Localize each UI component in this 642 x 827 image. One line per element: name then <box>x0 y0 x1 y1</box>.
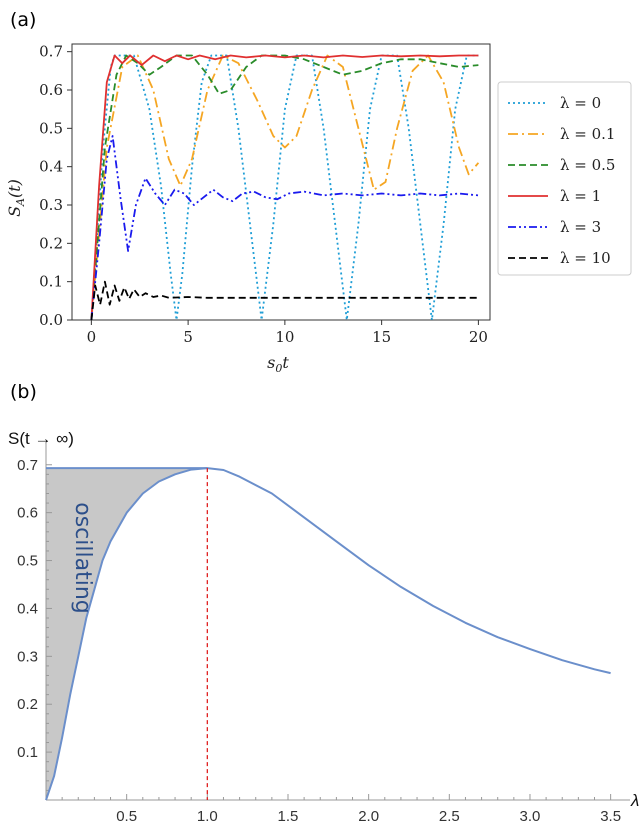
x-tick-label: 1.0 <box>197 808 218 825</box>
legend-entry: λ = 1 <box>560 187 601 205</box>
panel-b-plot: 0.5 1.0 1.5 2.0 2.5 3.0 3.5 0.1 0.2 0.3 0.4 0.5 0.6 0… <box>17 442 630 825</box>
x-tick-label: 0 <box>87 328 97 346</box>
panel-a-y-axis-label: SA(t) <box>5 179 27 217</box>
panel-b-curve <box>45 467 611 801</box>
legend-entry: λ = 0.1 <box>560 125 615 143</box>
y-tick-label: 0.7 <box>39 43 63 61</box>
y-tick-label: 0.4 <box>39 158 63 176</box>
y-tick-label: 0.6 <box>39 81 63 99</box>
y-tick-label: 0.3 <box>39 196 63 214</box>
x-tick-label: 5 <box>183 328 193 346</box>
panel-a-legend: λ = 0 λ = 0.1 λ = 0.5 λ = 1 λ = 3 λ = 10 <box>497 81 632 276</box>
y-tick-label: 0.0 <box>39 311 63 329</box>
y-tick-label: 0.1 <box>39 273 63 291</box>
y-tick-label: 0.7 <box>17 457 38 474</box>
y-tick-label: 0.5 <box>39 119 63 137</box>
legend-entry: λ = 3 <box>560 218 601 236</box>
panel-a-ticks: 0 5 10 15 20 0.0 0.1 0.2 0.3 0.4 0.5 0.6 0.7 <box>39 43 488 346</box>
y-tick-label: 0.2 <box>17 696 38 713</box>
series-line-2 <box>90 54 479 321</box>
x-tick-label: 2.0 <box>358 808 379 825</box>
panel-a-label: (a) <box>10 9 36 31</box>
series-line-5 <box>90 280 479 321</box>
panel-b-label: (b) <box>10 381 37 403</box>
series-line-0 <box>90 54 479 321</box>
x-tick-label: 3.0 <box>520 808 541 825</box>
legend-entry: λ = 10 <box>560 249 611 267</box>
panel-a-frame <box>71 43 491 321</box>
x-tick-label: 3.5 <box>600 808 621 825</box>
panel-b-ticks: 0.5 1.0 1.5 2.0 2.5 3.0 3.5 0.1 0.2 0.3 0.4 0.5 0.6 0… <box>17 457 621 825</box>
legend-entry: λ = 0.5 <box>560 156 615 174</box>
oscillating-fill <box>46 468 208 800</box>
y-tick-label: 0.3 <box>17 648 38 665</box>
y-tick-label: 0.2 <box>39 234 63 252</box>
panel-b-y-axis-label: S(t → ∞) <box>8 429 74 448</box>
panel-a-x-axis-label: s0t <box>267 353 289 375</box>
panel-b-x-axis-label: λ <box>630 791 639 810</box>
entropy-curve <box>45 467 611 801</box>
x-tick-label: 20 <box>469 328 488 346</box>
series-line-4 <box>90 135 479 321</box>
y-tick-label: 0.4 <box>17 600 38 617</box>
x-tick-label: 10 <box>275 328 294 346</box>
oscillating-region <box>46 468 208 800</box>
legend-entry: λ = 0 <box>560 94 601 112</box>
series-line-1 <box>90 54 480 321</box>
panel-a-series <box>90 54 480 321</box>
y-tick-label: 0.5 <box>17 553 38 570</box>
panel-a-plot: 0 5 10 15 20 0.0 0.1 0.2 0.3 0.4 0.5 0.6 0.7 <box>39 43 491 346</box>
x-tick-label: 0.5 <box>116 808 137 825</box>
series-line-3 <box>90 54 479 321</box>
x-tick-label: 1.5 <box>278 808 299 825</box>
panel-b-axes <box>45 442 630 801</box>
x-tick-label: 2.5 <box>439 808 460 825</box>
y-tick-label: 0.6 <box>17 505 38 522</box>
y-tick-label: 0.1 <box>17 744 38 761</box>
x-tick-label: 15 <box>372 328 391 346</box>
oscillating-annotation: oscillating <box>70 502 95 613</box>
